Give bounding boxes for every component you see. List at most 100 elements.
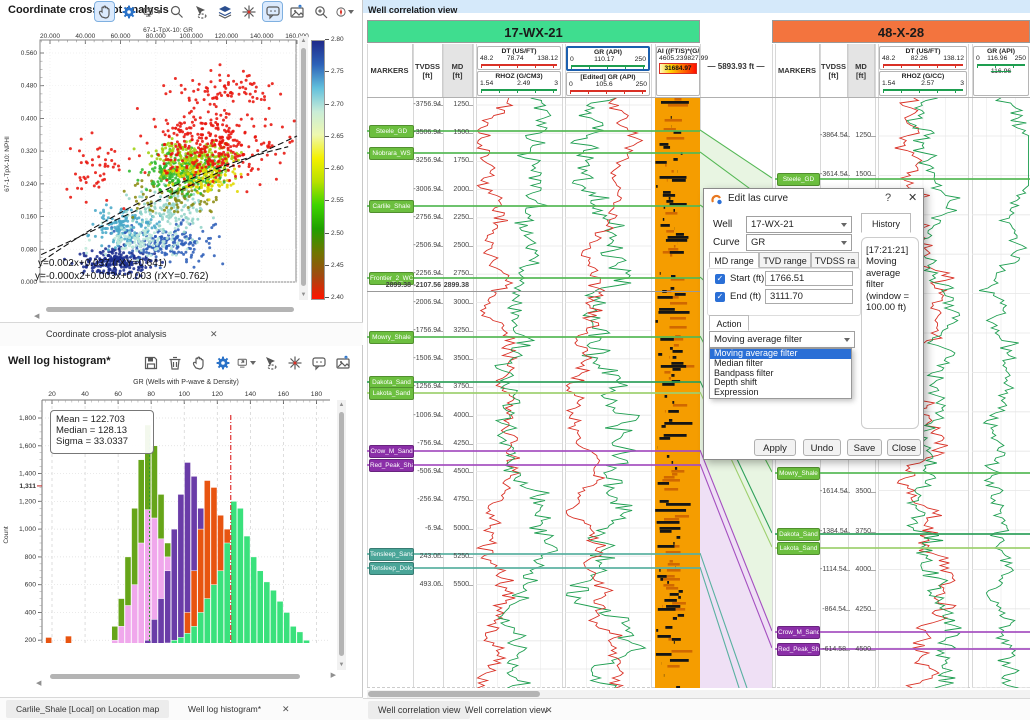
md-range-tab[interactable]: MD range <box>709 252 759 268</box>
crosshair-tracking-icon[interactable] <box>285 353 304 372</box>
dialog-close-icon[interactable]: ✕ <box>908 192 918 204</box>
colorbar-tick: 2.75 <box>331 68 344 76</box>
tvd-range-tab[interactable]: TVD range <box>759 252 811 268</box>
svg-text:80: 80 <box>147 391 155 398</box>
tab-crossplot-close-icon[interactable]: ✕ <box>210 329 218 339</box>
annotation-bubble-icon[interactable] <box>262 1 283 22</box>
start-input[interactable]: 1766.51 <box>765 271 853 286</box>
annotation-bubble-icon[interactable] <box>309 353 328 372</box>
export-image-icon[interactable] <box>333 353 352 372</box>
action-option-2[interactable]: Median filter <box>714 357 764 368</box>
action-option-5[interactable]: Expression <box>714 387 759 398</box>
tvdss-range-tab[interactable]: TVDSS ra <box>811 252 859 268</box>
marker-badge-Mowry_Shale[interactable]: Mowry_Shale <box>777 467 820 480</box>
fit-view-icon[interactable] <box>143 2 162 21</box>
tab-histogram-close-icon[interactable]: ✕ <box>282 704 290 714</box>
crossplot-vscrollbar[interactable]: ▲ ▼ <box>299 36 308 300</box>
marker-badge-Crow_M_Sand[interactable]: Crow_M_Sand <box>369 445 414 458</box>
marker-badge-Crow_M_Sand[interactable]: Crow_M_Sand <box>777 626 820 639</box>
layers-icon[interactable] <box>215 2 234 21</box>
curve-select[interactable]: GR <box>746 234 852 251</box>
curve-header-RHOZ (G/CM3)[interactable]: RHOZ (G/CM3) 1.54 2.49 3 <box>477 71 561 96</box>
dialog-help-button[interactable]: ? <box>885 192 892 204</box>
save-button[interactable]: Save <box>847 439 882 456</box>
tab-histogram[interactable]: Well log histogram* <box>188 704 262 714</box>
zoom-region-icon[interactable] <box>311 2 330 21</box>
marker-badge-Lakota_Sand[interactable]: Lakota_Sand <box>777 542 820 555</box>
histogram-hscrollbar[interactable]: ◀ ▶ <box>36 672 336 687</box>
delete-trash-icon[interactable] <box>165 353 184 372</box>
end-checkbox[interactable]: ✓ <box>715 292 725 302</box>
lasso-select-icon[interactable] <box>261 353 280 372</box>
start-checkbox[interactable]: ✓ <box>715 274 725 284</box>
tab-crossplot[interactable]: Coordinate cross-plot analysis <box>46 329 167 339</box>
crosshair-tracking-icon[interactable] <box>239 2 258 21</box>
zoom-magnifier-icon[interactable] <box>167 2 186 21</box>
marker-badge-Lakota_Sand[interactable]: Lakota_Sand <box>369 387 414 400</box>
curve-header-GR (API)[interactable]: GR (API) 0 116.96 250 116.96 <box>973 46 1029 96</box>
compass-icon[interactable] <box>335 2 354 21</box>
curve-header-DT (US/FT)[interactable]: DT (US/FT) 48.2 82.26 138.12 <box>879 46 967 70</box>
settings-gear-icon[interactable] <box>119 2 138 21</box>
marker-badge-Red_Peak_Shale[interactable]: Red_Peak_Shale <box>777 643 820 656</box>
ai-value-strip: 31684.97 <box>659 63 697 74</box>
marker-line-Lakota_Sand <box>775 547 1030 549</box>
curve-header-[Edited] GR (API)[interactable]: [Edited] GR (API) 0 105.6 250 <box>566 72 650 96</box>
curve-header-AI ((FT/S)*(G/CC))[interactable]: AI ((FT/S)*(G/CC))4605.239827.9931684.97 <box>656 46 708 96</box>
marker-badge-Tensleep_Sand[interactable]: Tensleep_Sand <box>369 548 414 561</box>
save-icon[interactable] <box>141 353 160 372</box>
tab-correlation-2[interactable]: Well correlation view <box>465 705 548 715</box>
action-option-1[interactable]: Moving average filter <box>710 348 851 359</box>
well-select[interactable]: 17-WX-21 <box>746 216 852 233</box>
histogram-vscrollbar[interactable]: ▲ ▼ <box>337 400 346 670</box>
lasso-select-icon[interactable] <box>191 2 210 21</box>
marker-badge-Steele_GD[interactable]: Steele_GD <box>369 125 414 138</box>
tab-correlation-1[interactable]: Well correlation view <box>368 701 471 719</box>
history-tab[interactable]: History <box>861 213 911 233</box>
log-track-5[interactable] <box>972 98 1030 688</box>
end-input[interactable]: 3111.70 <box>765 289 853 304</box>
action-dropdown-list[interactable]: Moving average filter Median filter Bandpa… <box>709 348 852 399</box>
marker-badge-Tensleep_Dolo[interactable]: Tensleep_Dolo <box>369 562 414 575</box>
marker-badge-Dakota_Sand[interactable]: Dakota_Sand <box>777 528 820 541</box>
correlation-tabbar: Well correlation view Well correlation v… <box>363 698 1030 720</box>
tab-location-map[interactable]: Carlile_Shale [Local] on Location map <box>6 700 170 718</box>
close-button[interactable]: Close <box>887 439 921 456</box>
apply-button[interactable]: Apply <box>754 439 796 456</box>
action-tab[interactable]: Action <box>709 315 749 331</box>
svg-text:160.000: 160.000 <box>285 33 309 40</box>
marker-line-Tensleep_Sand <box>367 553 700 555</box>
crossplot-hscrollbar[interactable]: ◀ <box>34 305 304 320</box>
pan-hand-icon[interactable] <box>189 353 208 372</box>
marker-badge-Carlile_Shale[interactable]: Carlile_Shale <box>369 200 414 213</box>
correlation-hscrollbar[interactable] <box>367 690 1030 698</box>
pan-hand-icon[interactable] <box>94 1 115 22</box>
marker-badge-Niobrara_WS[interactable]: Niobrara_WS <box>369 147 414 160</box>
depth-md: 4250 <box>855 606 871 613</box>
depth-tvdss: -506.94 <box>417 468 441 475</box>
fit-view-icon[interactable] <box>237 353 256 372</box>
action-option-4[interactable]: Depth shift <box>714 377 758 388</box>
depth-tvdss: -1506.94 <box>413 355 441 362</box>
depth-tvdss: -6.94 <box>425 525 441 532</box>
trend-equation-2: y=-0.000x2+0.003x+0.003 (rXY=0.762) <box>35 271 209 282</box>
curve-header-DT (US/FT)[interactable]: DT (US/FT) 48.2 78.74 138.12 <box>477 46 561 70</box>
marker-badge-Frontier_2_WC[interactable]: Frontier_2_WC <box>369 272 414 285</box>
curve-header-RHOZ (G/CC)[interactable]: RHOZ (G/CC) 1.54 2.57 3 <box>879 71 967 96</box>
crossplot-colorbar <box>311 40 325 300</box>
tab-correlation-close-icon[interactable]: ✕ <box>545 705 553 715</box>
marker-badge-Steele_GD[interactable]: Steele_GD <box>777 173 820 186</box>
column-header-tvdss: TVDSS [ft] <box>820 44 848 97</box>
curve-header-GR (API)[interactable]: GR (API) 0 110.17 250 <box>566 46 650 71</box>
depth-tvdss: -1256.94 <box>413 383 441 390</box>
depth-md: 5000 <box>453 525 469 532</box>
action-option-3[interactable]: Bandpass filter <box>714 367 774 378</box>
settings-gear-icon[interactable] <box>213 353 232 372</box>
marker-badge-Red_Peak_Shale[interactable]: Red_Peak_Shale <box>369 459 414 472</box>
svg-text:1,311: 1,311 <box>19 483 36 490</box>
undo-button[interactable]: Undo <box>803 439 841 456</box>
action-select[interactable]: Moving average filter <box>709 331 855 348</box>
export-image-icon[interactable] <box>287 2 306 21</box>
marker-badge-Mowry_Shale[interactable]: Mowry_Shale <box>369 331 414 344</box>
